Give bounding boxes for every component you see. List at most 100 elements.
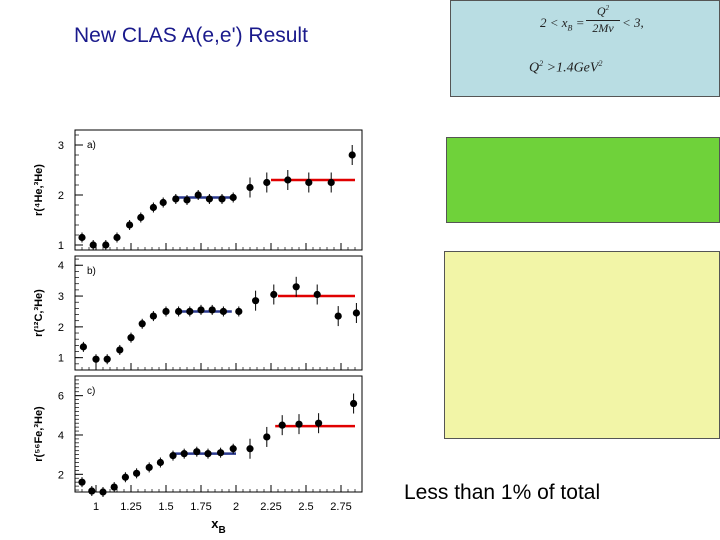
y-tick-label: 4 [58, 260, 64, 272]
x-tick-label: 1 [93, 501, 99, 513]
data-point [313, 290, 321, 299]
ratio-chart: 1 2 3 a) r(⁴He,³He) 1 2 3 4 b) r(¹²C,³He) 2 4 6 c) r(⁵⁶… [33, 129, 363, 536]
y-tick-label: 2 [58, 322, 64, 334]
panel-label: a) [87, 140, 96, 151]
data-point [149, 312, 157, 320]
condition-xb-left: 2 < x [540, 15, 568, 30]
data-point [175, 307, 183, 316]
data-point [278, 421, 286, 429]
data-point [217, 449, 225, 457]
y-tick-label: 6 [58, 391, 64, 403]
data-point [149, 203, 157, 212]
data-point [229, 193, 237, 202]
fraction-denominator: 2Mν [592, 21, 614, 35]
data-point [162, 307, 170, 316]
data-point [352, 309, 360, 317]
x-tick-label: 1.25 [120, 501, 141, 513]
data-point [235, 307, 243, 316]
panel-label: c) [87, 386, 95, 397]
data-point [315, 419, 323, 427]
data-point [194, 191, 202, 199]
y-tick-label: 1 [58, 353, 64, 365]
panel-frame [74, 375, 363, 493]
data-point [99, 488, 107, 496]
x-tick-label: 2.75 [330, 501, 351, 513]
data-point [138, 320, 146, 328]
data-point [183, 196, 191, 204]
condition-xb-sub: B [567, 23, 573, 33]
fraction-numerator-sup: 2 [605, 4, 610, 12]
x-tick-label: 1.75 [190, 501, 211, 513]
data-point [110, 483, 118, 491]
data-point [270, 290, 278, 299]
data-point [113, 233, 121, 242]
condition-upper: < 3, [622, 15, 644, 30]
data-point [127, 334, 135, 342]
data-point [145, 463, 153, 472]
condition-xb: 2 < xB = [540, 15, 584, 33]
data-point [193, 448, 201, 456]
data-point [208, 306, 216, 314]
data-point [121, 473, 129, 481]
y-tick-label: 2 [58, 469, 64, 481]
x-tick-label: 1.5 [158, 501, 173, 513]
data-point [186, 307, 194, 316]
x-tick-label: 2.5 [298, 501, 313, 513]
y-tick-label: 4 [58, 430, 64, 442]
data-point [79, 343, 87, 351]
y-tick-label: 1 [58, 240, 64, 252]
condition-q2-q: Q [529, 60, 540, 76]
condition-q2: Q2 >1.4GeV2 [529, 59, 602, 77]
data-point [78, 478, 86, 486]
data-point [103, 355, 111, 363]
data-point [156, 458, 164, 467]
data-point [252, 297, 260, 305]
yellow-box [444, 251, 720, 439]
data-point [116, 346, 124, 354]
data-point [334, 312, 342, 320]
y-axis-title: r(¹²C,³He) [33, 289, 45, 337]
data-point [246, 183, 254, 192]
note-text: Less than 1% of total [404, 481, 601, 504]
panel-frame [74, 255, 363, 371]
condition-q2-sup2: 2 [598, 59, 603, 68]
data-point [292, 283, 300, 291]
data-point [169, 452, 177, 460]
data-point [284, 176, 292, 184]
y-tick-label: 3 [58, 140, 64, 152]
fraction-numerator: Q [596, 4, 606, 18]
data-point [126, 221, 134, 229]
data-point [295, 420, 303, 428]
x-tick-label: 2 [233, 501, 239, 513]
data-point [102, 241, 110, 249]
data-point [204, 450, 212, 458]
data-point [305, 178, 313, 187]
data-point [89, 241, 97, 249]
data-point [219, 307, 227, 316]
conditions-box [450, 0, 720, 97]
data-point [180, 450, 188, 458]
data-point [133, 469, 141, 477]
condition-eq: = [572, 15, 585, 30]
panel-label: b) [87, 266, 96, 277]
data-point [88, 487, 96, 495]
data-point [92, 355, 100, 363]
data-point [350, 399, 358, 408]
data-point [78, 233, 86, 242]
condition-fraction: Q2 2Mν [586, 4, 620, 36]
x-tick-label: 2.25 [260, 501, 281, 513]
y-tick-label: 2 [58, 190, 64, 202]
y-axis-title: r(⁵⁶Fe,³He) [33, 406, 45, 462]
data-point [205, 195, 213, 203]
x-axis-title: xB [211, 516, 225, 536]
y-axis-title: r(⁴He,³He) [33, 164, 45, 216]
data-point [229, 445, 237, 453]
slide-title: New CLAS A(e,e') Result [74, 24, 308, 47]
data-point [246, 445, 254, 453]
data-point [218, 195, 226, 203]
data-point [137, 213, 145, 222]
green-box [446, 137, 720, 223]
data-point [348, 151, 356, 159]
data-point [172, 195, 180, 203]
data-point [327, 178, 335, 187]
